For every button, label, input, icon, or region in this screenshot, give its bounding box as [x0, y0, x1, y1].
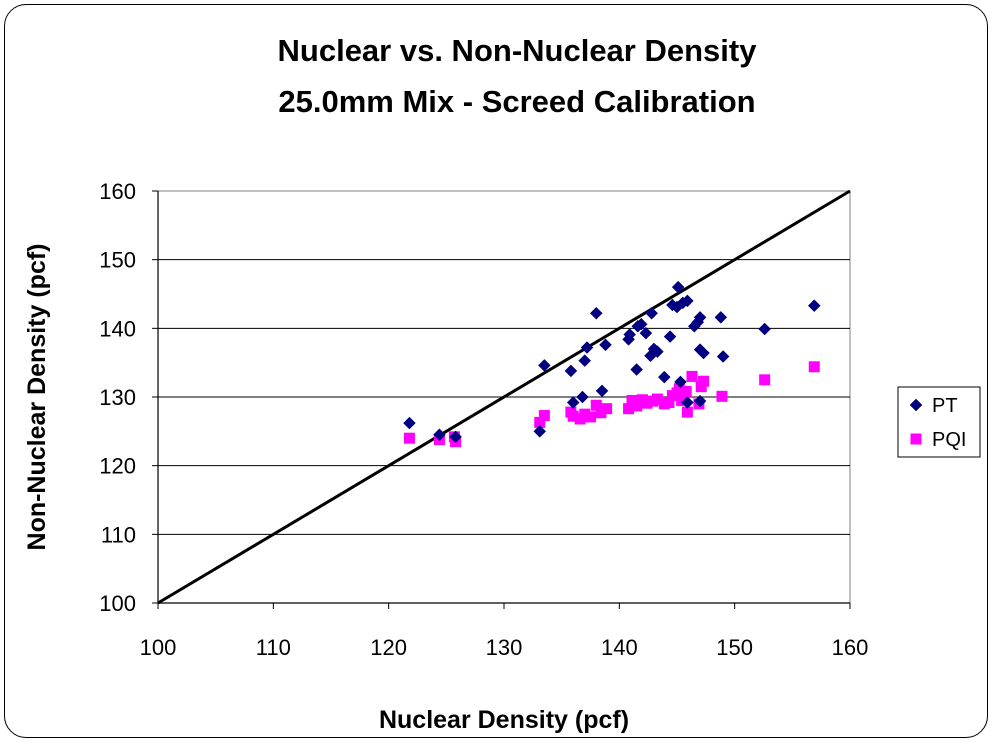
chart-title-line-2: 25.0mm Mix - Screed Calibration	[278, 84, 755, 119]
pqi-point	[631, 400, 643, 412]
legend-box	[897, 386, 981, 458]
pt-point	[681, 294, 694, 308]
x-tick-label: 100	[140, 635, 177, 660]
pt-point	[716, 350, 730, 363]
pqi-point	[623, 403, 635, 415]
pt-point	[693, 394, 707, 408]
pt-point	[634, 317, 648, 331]
x-tick-label: 120	[370, 635, 407, 660]
pqi-point	[538, 410, 550, 422]
y-tick-label: 140	[99, 316, 136, 341]
pt-point	[807, 299, 821, 313]
pt-point	[657, 370, 671, 384]
pqi-point	[579, 408, 591, 420]
x-tick-label: 160	[832, 635, 869, 660]
pt-point	[449, 430, 462, 444]
pt-point	[578, 354, 592, 367]
pqi-point	[585, 411, 596, 423]
legend-pt-marker	[909, 398, 923, 412]
x-axis-title: Nuclear Density (pcf)	[379, 706, 629, 734]
pt-point	[564, 364, 578, 378]
x-tick-label: 130	[486, 635, 523, 660]
pqi-point	[680, 386, 692, 398]
y-tick-label: 100	[99, 591, 136, 616]
pt-point	[538, 359, 551, 372]
axes	[152, 190, 851, 609]
pqi-point	[808, 361, 820, 373]
pqi-point	[663, 396, 675, 408]
pt-point	[693, 310, 707, 324]
pt-point	[533, 424, 547, 438]
pqi-point	[534, 416, 546, 428]
y-tick-label: 130	[99, 385, 136, 410]
pt-point	[599, 338, 612, 352]
pqi-point	[595, 407, 607, 419]
pt-point	[566, 396, 580, 409]
pt-point	[595, 384, 609, 398]
pqi-point	[676, 394, 688, 406]
pqi-point	[759, 374, 771, 386]
legend-pt-label: PT	[932, 395, 958, 417]
pt-point	[580, 341, 594, 354]
chart-title-line-1: Nuclear vs. Non-Nuclear Density	[278, 33, 758, 68]
legend: PT PQI	[909, 395, 966, 451]
pqi-point	[686, 370, 698, 382]
x-tick-label: 150	[716, 635, 753, 660]
pt-point	[758, 322, 772, 336]
pqi-point	[590, 399, 602, 411]
pt-point	[697, 346, 710, 360]
pqi-point	[601, 403, 613, 415]
pqi-point	[716, 390, 728, 402]
pqi-point	[673, 383, 685, 395]
pt-point	[681, 396, 694, 409]
y-tick-label: 120	[99, 454, 136, 479]
pt-point	[651, 345, 664, 359]
y-axis-title: Non-Nuclear Density (pcf)	[23, 244, 51, 551]
y-tick-label: 110	[101, 522, 136, 547]
legend-pqi-label: PQI	[932, 429, 966, 451]
reference-line-layer	[157, 189, 851, 605]
pt-point	[639, 326, 653, 340]
x-tick-label: 110	[256, 635, 291, 660]
y-tick-label: 160	[99, 179, 136, 204]
reference-line	[157, 189, 851, 605]
pt-point	[630, 363, 643, 376]
pt-point	[663, 330, 677, 343]
pqi-point	[681, 406, 693, 418]
y-tick-label: 150	[99, 248, 136, 273]
data-points	[403, 280, 821, 448]
pqi-point	[651, 393, 663, 405]
pt-point	[403, 416, 416, 430]
x-tick-label: 140	[601, 635, 638, 660]
pt-point	[433, 428, 446, 442]
pt-point	[589, 306, 603, 320]
y-axis-ticks: 100 110 120 130 140 150 160	[99, 179, 136, 616]
pt-point	[714, 310, 728, 324]
pt-point	[623, 328, 637, 341]
legend-pqi-marker	[910, 433, 922, 445]
x-axis-ticks: 100 110 120 130 140 150 160	[140, 635, 869, 660]
pt-point	[576, 390, 589, 404]
pqi-point	[641, 397, 653, 409]
pqi-point	[567, 410, 579, 422]
pt-point	[671, 280, 685, 294]
pqi-point	[698, 375, 710, 387]
pqi-point	[403, 432, 415, 444]
pt-point	[645, 306, 658, 320]
pt-point	[674, 375, 687, 389]
